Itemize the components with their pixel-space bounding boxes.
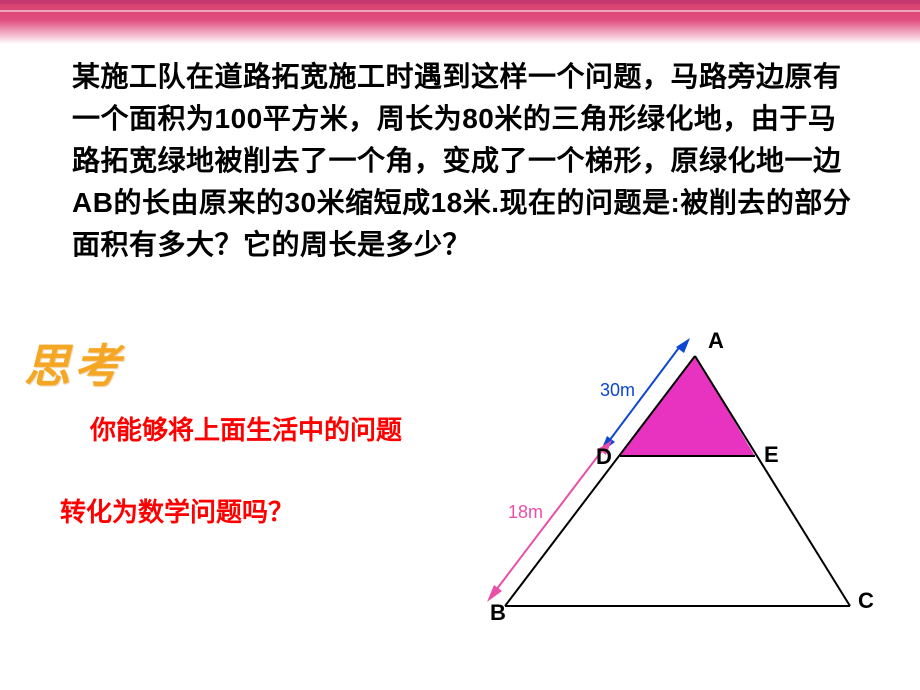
dimension-label-18m: 18m — [508, 502, 543, 523]
diagram-svg — [460, 326, 890, 646]
vertex-label-A: A — [708, 328, 724, 354]
dimension-label-30m: 30m — [600, 380, 635, 401]
question-line-2: 转化为数学问题吗？ — [60, 492, 294, 529]
geometry-diagram: A B C D E 30m 18m — [460, 326, 890, 646]
vertex-label-D: D — [596, 444, 612, 470]
vertex-label-C: C — [858, 588, 874, 614]
triangle-ADE-fill — [620, 356, 755, 456]
vertex-label-B: B — [490, 600, 506, 626]
header-accent-line — [0, 10, 920, 12]
problem-text: 某施工队在道路拓宽施工时遇到这样一个问题，马路旁边原有一个面积为100平方米，周… — [72, 56, 860, 266]
vertex-label-E: E — [764, 442, 779, 468]
think-label: 思考 — [24, 330, 124, 396]
question-line-1: 你能够将上面生活中的问题 — [90, 410, 402, 447]
header-bar — [0, 0, 920, 44]
problem-block: 某施工队在道路拓宽施工时遇到这样一个问题，马路旁边原有一个面积为100平方米，周… — [72, 56, 860, 266]
dimension-18m — [487, 440, 612, 602]
edge-CA — [695, 356, 850, 606]
